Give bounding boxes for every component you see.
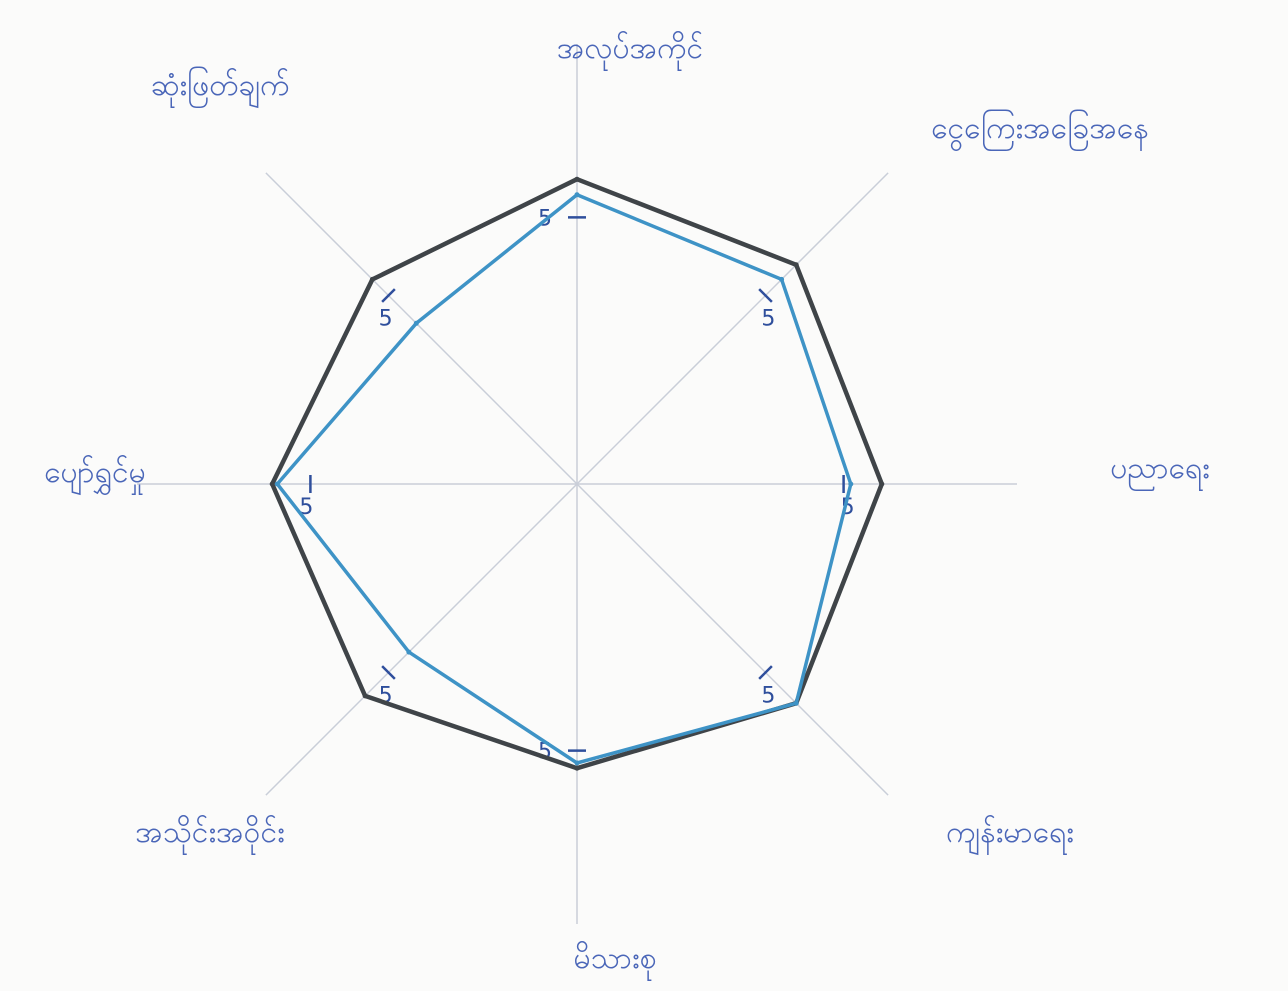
- series-2-point-1: [574, 192, 580, 198]
- axis-label-1: အလုပ်အကိုင်: [557, 31, 703, 72]
- tick-label-8: 5: [379, 306, 393, 331]
- axis-label-7: ပျော်ရွှင်မှု: [44, 455, 145, 496]
- spoke-2: [576, 172, 889, 485]
- series-1-point-2: [793, 262, 799, 268]
- radar-series-layer: [269, 176, 885, 771]
- spoke-8: [265, 172, 578, 485]
- tick-mark-8: [381, 288, 396, 303]
- axis-label-3: ပညာရေး: [1110, 451, 1210, 492]
- tick-mark-2: [758, 288, 773, 303]
- series-2-point-6: [406, 649, 412, 655]
- radar-axis-labels: အလုပ်အကိုင်ငွေကြေးအခြေအနေပညာရေးကျန်းမာရေ…: [44, 31, 1210, 982]
- spoke-4: [576, 483, 889, 796]
- spoke-6: [265, 483, 578, 796]
- tick-mark-6: [381, 665, 396, 680]
- series-1-point-5: [574, 765, 580, 771]
- series-2-point-3: [848, 481, 854, 487]
- series-1-point-1: [574, 176, 580, 182]
- series-1-point-3: [879, 481, 885, 487]
- series-1-point-7: [269, 481, 275, 487]
- axis-label-6: အသိုင်းအဝိုင်း: [135, 815, 284, 856]
- series-2-point-4: [793, 700, 799, 706]
- axis-label-5: မိသားစု: [574, 941, 657, 982]
- axis-label-8: ဆုံးဖြတ်ချက်: [151, 66, 290, 109]
- axis-label-2: ငွေကြေးအခြေအနေ: [931, 109, 1149, 152]
- series-2-point-8: [413, 320, 419, 326]
- series-1-point-8: [369, 276, 375, 282]
- axis-label-4: ကျန်းမာရေး: [946, 815, 1074, 856]
- radar-grid: [137, 44, 1017, 924]
- series-2-point-7: [274, 481, 280, 487]
- tick-label-4: 5: [761, 684, 775, 709]
- series-2-point-5: [574, 760, 580, 766]
- tick-label-2: 5: [761, 306, 775, 331]
- series-1-point-6: [362, 693, 368, 699]
- tick-label-7: 5: [299, 495, 313, 520]
- tick-mark-4: [758, 665, 773, 680]
- series-2-point-2: [779, 276, 785, 282]
- series-2-polygon: [275, 192, 853, 765]
